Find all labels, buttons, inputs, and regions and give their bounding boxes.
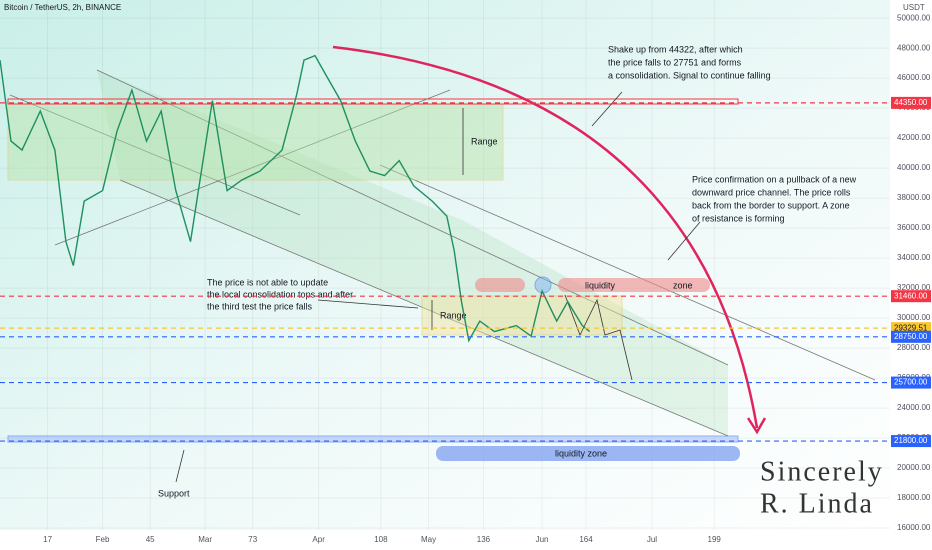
time-axis [0,530,890,550]
annotation: downward price channel. The price rolls [692,187,851,197]
resistance-band [7,98,739,105]
liquidity-zone [436,446,740,461]
level-tag [891,290,931,303]
channel-line [96,69,729,366]
channel-line [379,164,876,381]
channel-line [9,94,301,216]
drawings: Shake up from 44322, after which the pri… [7,44,884,519]
y-tick-label: 24000.00 [897,403,931,412]
y-tick-label: 32000.00 [897,283,931,292]
x-tick-label: 17 [43,535,52,544]
y-tick-label: 28000.00 [897,343,931,352]
y-tick-label: 34000.00 [897,253,931,262]
pointer [317,299,419,309]
annotation: The price is not able to update [207,277,328,287]
y-tick-label: 48000.00 [897,43,931,52]
x-tick-label: 164 [579,535,593,544]
channel-fill [97,70,728,436]
x-tick-label: 45 [146,535,155,544]
x-tick-label: Jun [536,535,549,544]
annotation: Shake up from 44322, after which [608,44,743,54]
level-label: 25700.00 [894,378,928,387]
level-label: 21800.00 [894,436,928,445]
signature: Sincerely [760,456,884,487]
signature: R. Linda [760,488,874,519]
zone-label: liquidity zone [555,448,607,458]
plot [0,54,890,442]
x-tick-label: Jul [647,535,657,544]
grid [0,0,890,530]
y-tick-label: 38000.00 [897,193,931,202]
annotation: the third test the price falls [207,301,313,311]
y-tick-label: 40000.00 [897,163,931,172]
x-tick-label: Feb [96,535,110,544]
chart-title: Bitcoin / TetherUS, 2h, BINANCE [4,3,121,12]
range-label: Range [471,136,498,146]
x-tick-label: Mar [198,535,212,544]
y-tick-label: 46000.00 [897,73,931,82]
y-tick-label: 50000.00 [897,13,931,22]
level-tag [891,376,931,389]
x-tick-label: May [421,535,436,544]
zone-label: liquidity [585,280,616,290]
annotation: Price confirmation on a pullback of a ne… [692,174,857,184]
pointer [591,91,623,127]
y-tick-label: 16000.00 [897,523,931,532]
price-axis [890,0,932,550]
y-tick-label: 18000.00 [897,493,931,502]
level-tag [891,330,931,343]
arrow-head [746,417,767,435]
axis-unit: USDT [903,3,925,12]
level-tag [891,435,931,448]
annotation: of resistance is forming [692,213,785,223]
level-label: 28750.00 [894,332,928,341]
pointer [175,449,185,483]
annotation: the price falls to 27751 and forms [608,57,742,67]
y-tick-label: 20000.00 [897,463,931,472]
range-label: Range [440,310,467,320]
x-tick-label: 108 [374,535,388,544]
support-band [7,435,739,443]
annotation: the local consolidation tops and after [207,289,353,299]
level-label: 29329.51 [894,323,928,332]
test-marker [534,276,552,294]
x-tick-label: 199 [708,535,722,544]
resistance-zone [558,278,710,292]
x-tick-label: 136 [477,535,491,544]
pointer [667,221,701,261]
y-tick-label: 42000.00 [897,133,931,142]
resistance-zone [475,278,525,292]
y-tick-label: 36000.00 [897,223,931,232]
x-tick-label: 73 [248,535,257,544]
axes: 16000.0018000.0020000.0022000.0024000.00… [43,13,931,544]
support-label: Support [158,488,190,498]
level-tag [891,96,931,109]
channel-line [54,89,451,246]
annotation: back from the border to support. A zone [692,200,850,210]
level-label: 44350.00 [894,98,928,107]
annotation: a consolidation. Signal to continue fall… [608,70,771,80]
y-tick-label: 30000.00 [897,313,931,322]
range-box [7,103,504,181]
channel-line [119,179,729,437]
x-tick-label: Apr [312,535,325,544]
level-label: 31460.00 [894,291,928,300]
big-arrow [332,45,759,429]
zone-label: zone [673,280,693,290]
